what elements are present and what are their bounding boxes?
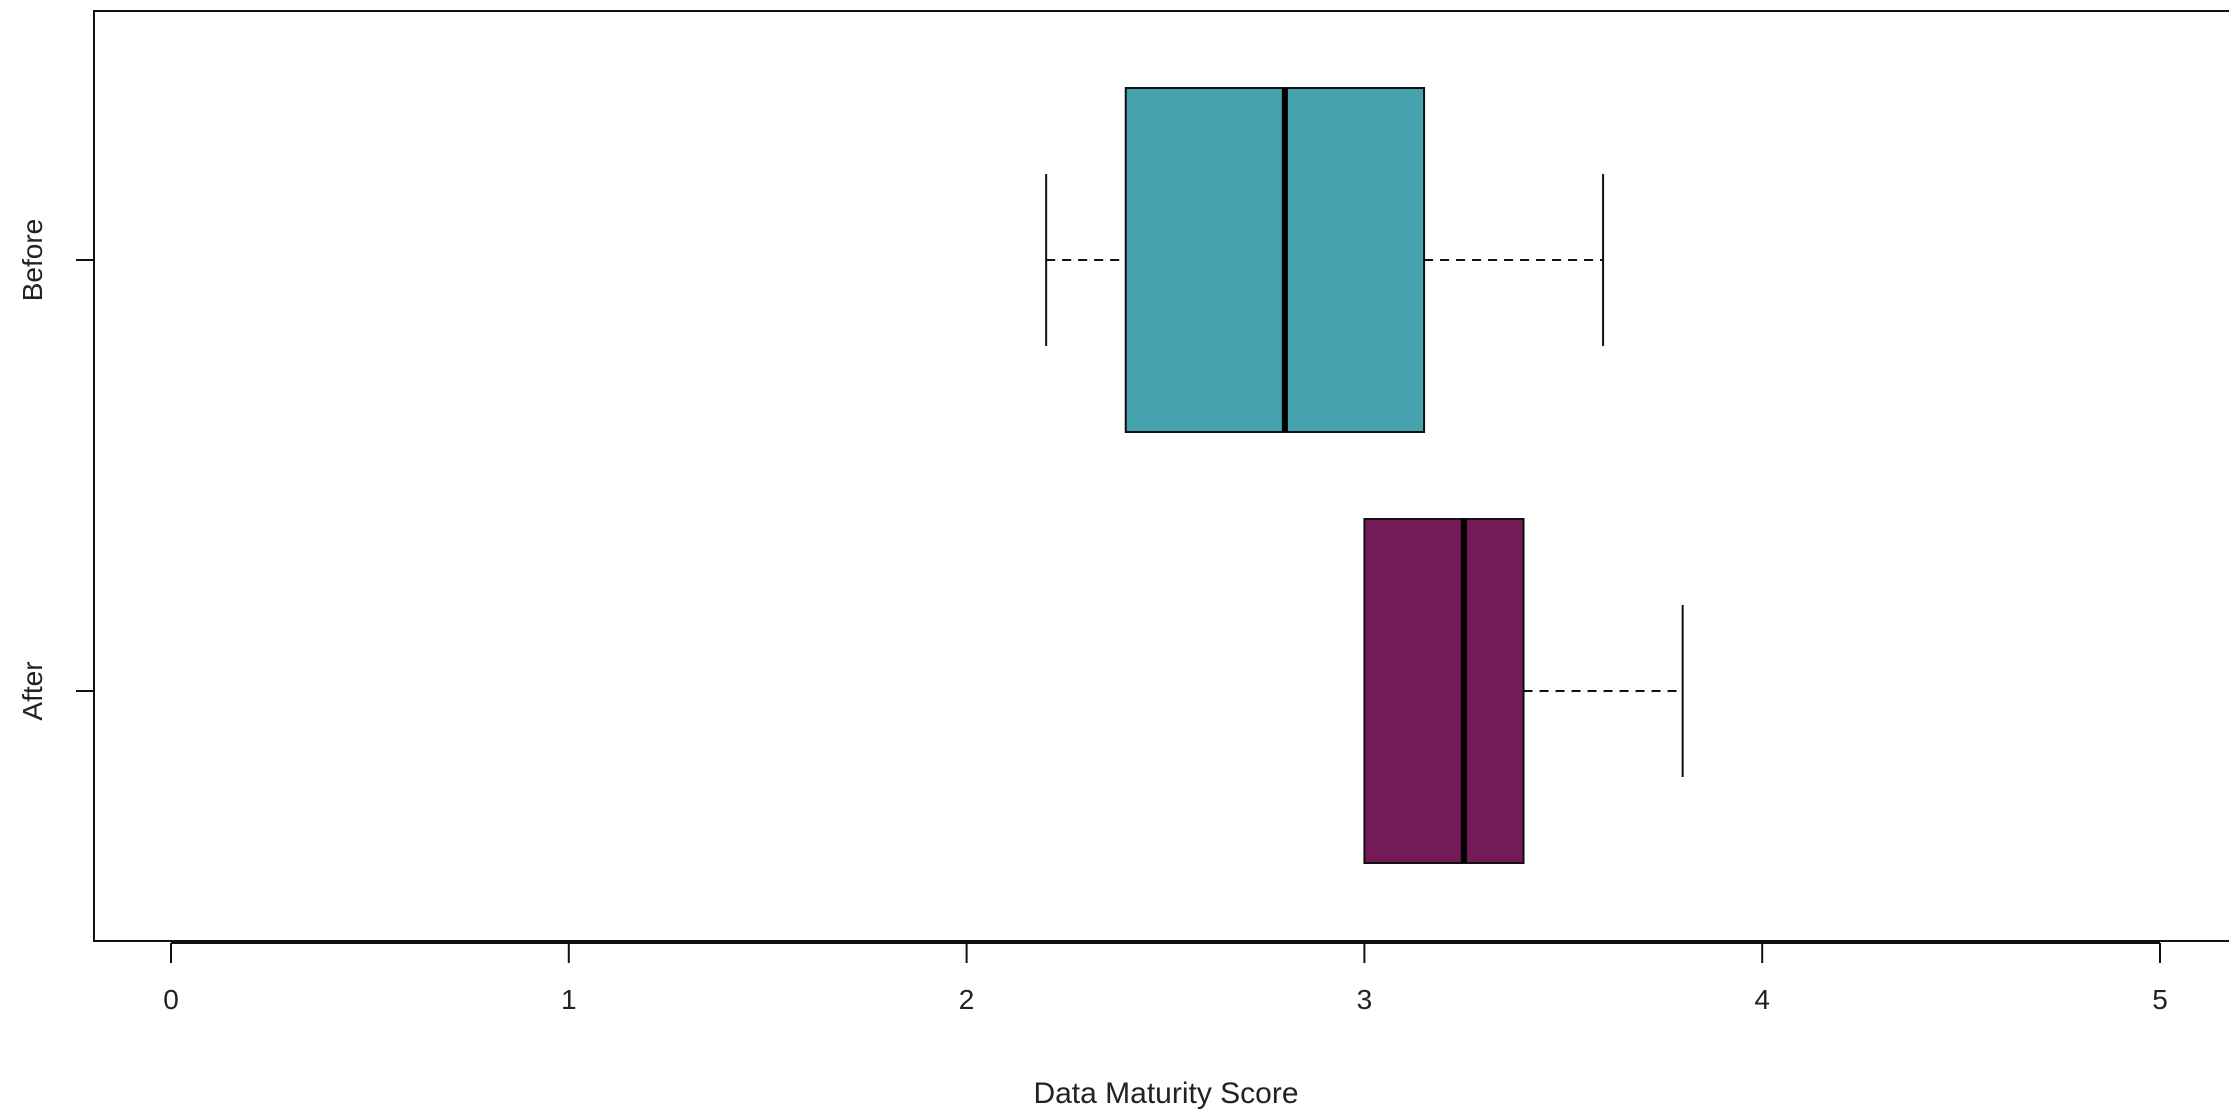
box-group-before — [1045, 87, 1605, 433]
x-tick-label: 4 — [1754, 984, 1770, 1015]
y-tick-label: Before — [17, 219, 48, 302]
y-tick-label: After — [17, 661, 48, 720]
x-tick-label: 1 — [561, 984, 577, 1015]
plot-frame — [93, 10, 2229, 942]
iqr-box — [1124, 87, 1426, 433]
x-axis: 0 1 2 3 4 5 — [163, 942, 2168, 1015]
x-axis-title: Data Maturity Score — [1033, 1077, 1298, 1110]
y-axis: Before After — [17, 219, 94, 721]
x-tick-label: 2 — [959, 984, 975, 1015]
box-group-after — [1363, 518, 1684, 864]
x-tick-label: 0 — [163, 984, 179, 1015]
iqr-box — [1363, 518, 1525, 864]
x-tick-label: 5 — [2152, 984, 2168, 1015]
x-tick-label: 3 — [1357, 984, 1373, 1015]
box-groups — [1045, 87, 1684, 864]
